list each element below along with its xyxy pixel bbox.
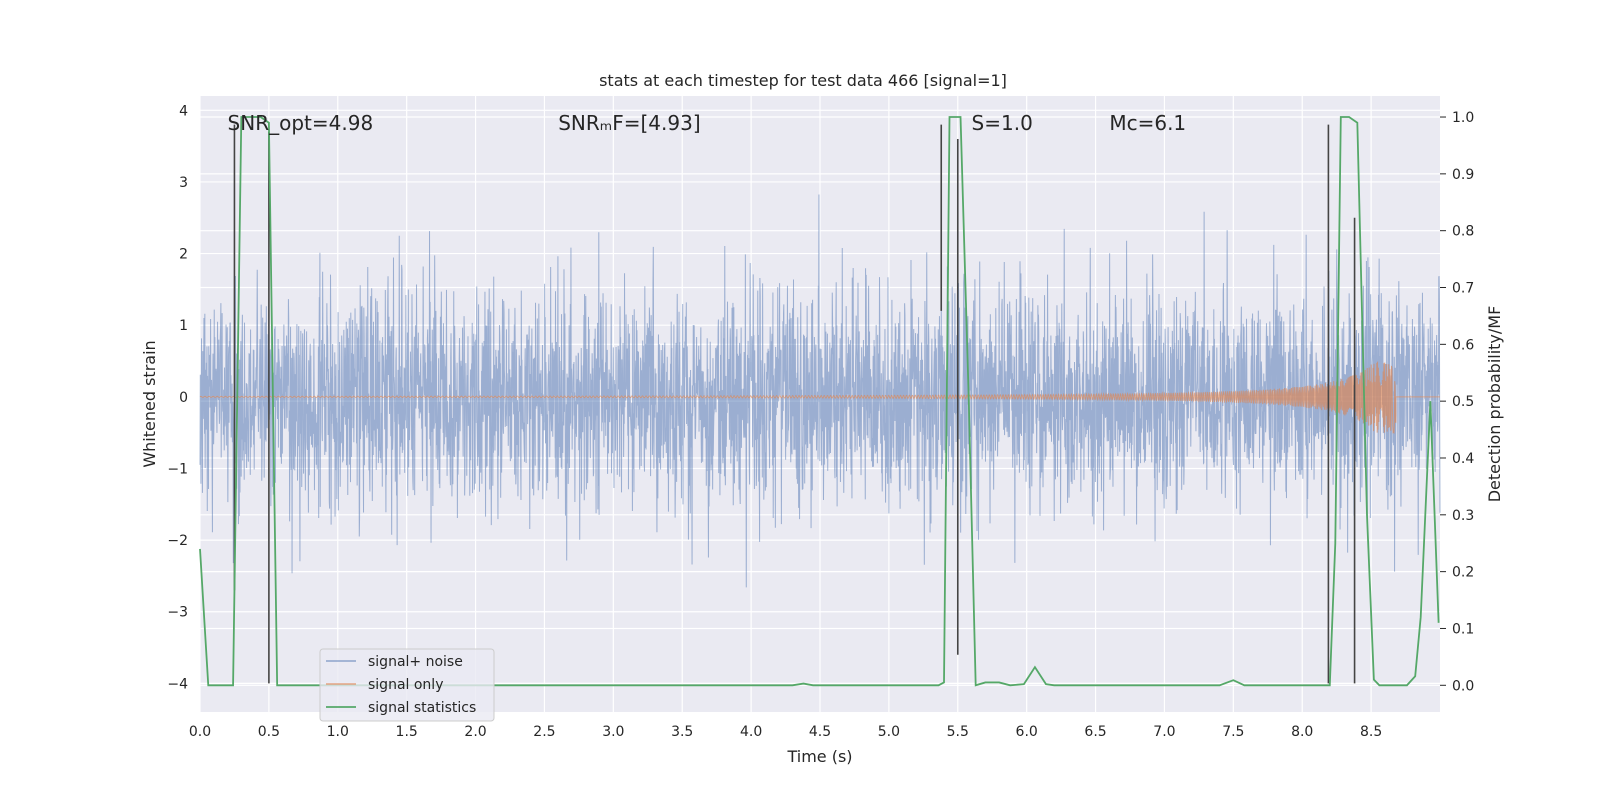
y-right-tick-label: 0.6 (1452, 337, 1474, 353)
y-axis-left-label: Whitened strain (140, 340, 159, 467)
y-right-tick-label: 0.1 (1452, 621, 1474, 637)
x-tick-label: 2.5 (533, 724, 555, 740)
annotation-snr-mf: SNRₘF=[4.93] (558, 111, 700, 135)
annotation-mc-value: Mᴄ=6.1 (1109, 111, 1186, 135)
x-tick-label: 3.0 (602, 724, 624, 740)
series-signal-only (199, 361, 1440, 435)
x-tick-label: 3.5 (671, 724, 693, 740)
y-right-tick-label: 1.0 (1452, 110, 1474, 126)
event-marker-lines (233, 124, 1356, 684)
y-tick-label: −1 (167, 461, 188, 477)
signal-statistics-line (199, 116, 1440, 687)
legend-label-statistics: signal statistics (368, 700, 476, 716)
x-axis-label: Time (s) (786, 747, 852, 766)
annotation-snr-opt: SNR_opt=4.98 (228, 111, 374, 135)
y-right-tick-label: 0.3 (1452, 508, 1474, 524)
y-right-tick-label: 0.8 (1452, 224, 1474, 240)
x-tick-label: 8.0 (1291, 724, 1313, 740)
y-right-tick-label: 0.4 (1452, 451, 1474, 467)
x-tick-label: 5.0 (878, 724, 900, 740)
x-tick-label: 7.0 (1153, 724, 1175, 740)
x-tick-label: 4.0 (740, 724, 762, 740)
y-tick-label: 0 (179, 390, 188, 406)
noise-line (199, 194, 1441, 588)
signal-only-line (199, 361, 1440, 435)
x-tick-label: 6.5 (1084, 724, 1106, 740)
chart-title: stats at each timestep for test data 466… (599, 71, 1007, 90)
x-tick-label: 0.5 (258, 724, 280, 740)
series-signal-plus-noise (199, 194, 1441, 588)
x-tick-label: 7.5 (1222, 724, 1244, 740)
y-tick-label: −3 (167, 605, 188, 621)
y-right-tick-label: 0.5 (1452, 394, 1474, 410)
y-right-tick-label: 0.9 (1452, 167, 1474, 183)
x-tick-label: 8.5 (1360, 724, 1382, 740)
x-tick-label: 1.0 (327, 724, 349, 740)
annotation-s-value: S=1.0 (972, 111, 1033, 135)
annotations: SNR_opt=4.98 SNRₘF=[4.93] S=1.0 Mᴄ=6.1 (228, 111, 1187, 135)
y-tick-label: 1 (179, 318, 188, 334)
legend: signal+ noise signal only signal statist… (319, 648, 495, 722)
series-signal-statistics (199, 116, 1440, 687)
y-axis-left-ticks: −4 −3 −2 −1 0 1 2 3 4 (167, 103, 188, 692)
x-tick-label: 1.5 (396, 724, 418, 740)
y-tick-label: −2 (167, 533, 188, 549)
legend-label-signal-only: signal only (368, 677, 443, 693)
legend-box (319, 648, 495, 722)
y-tick-label: 2 (179, 247, 188, 263)
y-axis-right-ticks: 0.0 0.1 0.2 0.3 0.4 0.5 0.6 0.7 0.8 0.9 1.0 (1440, 110, 1474, 694)
x-tick-label: 6.0 (1016, 724, 1038, 740)
y-tick-label: 3 (179, 175, 188, 191)
y-tick-label: 4 (179, 103, 188, 119)
x-tick-label: 2.0 (464, 724, 486, 740)
legend-label-noise: signal+ noise (368, 654, 463, 670)
y-tick-label: −4 (167, 676, 188, 692)
x-tick-label: 4.5 (809, 724, 831, 740)
x-axis-ticks: 0.0 0.5 1.0 1.5 2.0 2.5 3.0 3.5 4.0 4.5 5.0 5.5 6.0 6… (189, 724, 1382, 740)
x-tick-label: 5.5 (947, 724, 969, 740)
y-axis-right-label: Detection probability/MF (1485, 306, 1504, 503)
x-tick-label: 0.0 (189, 724, 211, 740)
y-right-tick-label: 0.7 (1452, 281, 1474, 297)
y-right-tick-label: 0.2 (1452, 565, 1474, 581)
y-right-tick-label: 0.0 (1452, 678, 1474, 694)
